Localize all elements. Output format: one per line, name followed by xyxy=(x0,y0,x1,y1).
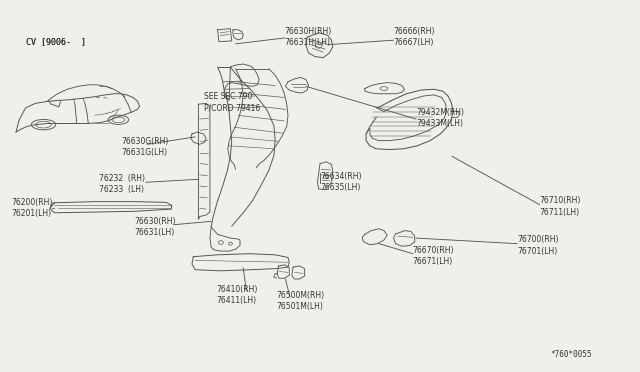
Text: 76670(RH)
76671(LH): 76670(RH) 76671(LH) xyxy=(413,246,454,266)
Text: 76634(RH)
76635(LH): 76634(RH) 76635(LH) xyxy=(320,172,362,192)
Text: 76700(RH)
76701(LH): 76700(RH) 76701(LH) xyxy=(517,235,559,256)
Text: 76710(RH)
76711(LH): 76710(RH) 76711(LH) xyxy=(540,196,581,217)
Text: 76500M(RH)
76501M(LH): 76500M(RH) 76501M(LH) xyxy=(276,291,324,311)
Text: 76630G(RH)
76631G(LH): 76630G(RH) 76631G(LH) xyxy=(122,137,169,157)
Text: SEE SEC.790
P/CORD 79416: SEE SEC.790 P/CORD 79416 xyxy=(204,92,260,112)
Text: 76630H(RH)
76631H(LH): 76630H(RH) 76631H(LH) xyxy=(285,27,332,47)
Text: 76410(RH)
76411(LH): 76410(RH) 76411(LH) xyxy=(216,285,258,305)
Text: 76200(RH)
76201(LH): 76200(RH) 76201(LH) xyxy=(12,198,53,218)
Text: 76630(RH)
76631(LH): 76630(RH) 76631(LH) xyxy=(134,217,176,237)
Text: 76232  (RH)
76233  (LH): 76232 (RH) 76233 (LH) xyxy=(99,174,145,194)
Text: 79432M(RH)
79433M(LH): 79432M(RH) 79433M(LH) xyxy=(416,108,464,128)
Text: *760*0055: *760*0055 xyxy=(550,350,592,359)
Text: 76666(RH)
76667(LH): 76666(RH) 76667(LH) xyxy=(394,27,435,47)
Text: CV [9006-  ]: CV [9006- ] xyxy=(26,38,86,46)
Text: CV [9006-  ]: CV [9006- ] xyxy=(26,38,86,46)
